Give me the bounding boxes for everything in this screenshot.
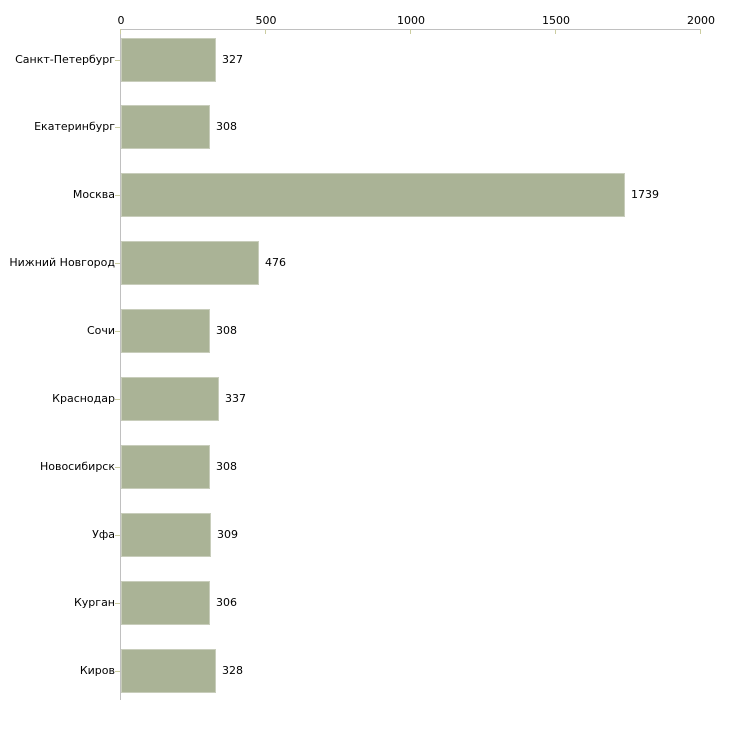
category-label: Краснодар [52,392,115,405]
x-tick-label: 500 [255,14,277,27]
x-tick-mark [120,29,121,34]
x-tick-label: 0 [117,14,125,27]
y-tick-mark [115,535,120,536]
category-label: Новосибирск [39,460,115,473]
value-label: 308 [216,460,237,473]
x-tick-label: 1000 [397,14,425,27]
y-tick-mark [115,671,120,672]
bar [121,105,210,149]
y-tick-mark [115,399,120,400]
y-tick-mark [115,467,120,468]
category-label: Сочи [86,324,115,337]
value-label: 476 [265,256,286,269]
y-tick-mark [115,127,120,128]
bar [121,649,216,693]
value-label: 308 [216,324,237,337]
bar [121,173,625,217]
category-label: Санкт-Петербург [15,53,115,66]
category-label: Уфа [92,528,115,541]
y-tick-mark [115,331,120,332]
bar [121,513,211,557]
value-label: 1739 [631,188,659,201]
value-label: 328 [222,664,243,677]
bar [121,581,210,625]
bar [121,241,259,285]
bar [121,377,219,421]
y-axis-line [120,29,121,700]
category-label: Киров [79,664,115,677]
category-label: Москва [72,188,115,201]
x-tick-label: 1500 [542,14,570,27]
value-label: 337 [225,392,246,405]
value-label: 309 [217,528,238,541]
y-tick-mark [115,195,120,196]
bar [121,38,216,82]
x-tick-mark [555,29,556,34]
x-tick-mark [700,29,701,34]
y-tick-mark [115,60,120,61]
bar [121,309,210,353]
x-tick-mark [265,29,266,34]
category-label: Курган [73,596,115,609]
x-tick-mark [410,29,411,34]
category-label: Нижний Новгород [9,256,115,269]
x-tick-label: 2000 [687,14,715,27]
y-tick-mark [115,263,120,264]
category-label: Екатеринбург [34,120,115,133]
value-label: 306 [216,596,237,609]
value-label: 308 [216,120,237,133]
value-label: 327 [222,53,243,66]
y-tick-mark [115,603,120,604]
bar [121,445,210,489]
